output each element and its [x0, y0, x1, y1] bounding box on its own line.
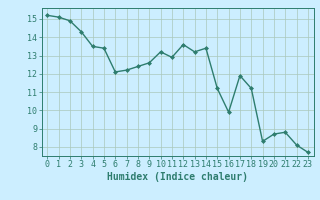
- X-axis label: Humidex (Indice chaleur): Humidex (Indice chaleur): [107, 172, 248, 182]
